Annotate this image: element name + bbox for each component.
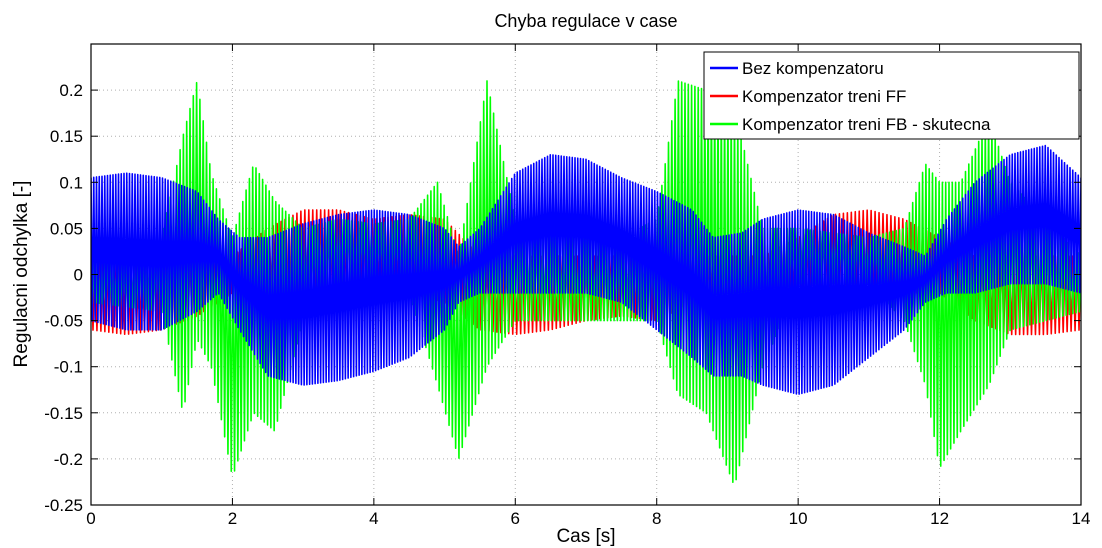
legend-box <box>703 51 1080 140</box>
chart-title: Chyba regulace v case <box>494 11 677 31</box>
y-tick-label: -0.25 <box>44 496 83 515</box>
legend-label-kompenzator-fb: Kompenzator treni FB - skutecna <box>742 115 991 134</box>
x-tick-label: 2 <box>228 509 237 528</box>
x-tick-label: 12 <box>930 509 949 528</box>
y-tick-label: -0.05 <box>44 312 83 331</box>
y-tick-label: -0.1 <box>54 358 83 377</box>
legend: Bez kompenzatoru Kompenzator treni FF Ko… <box>703 51 1080 140</box>
y-tick-label: -0.2 <box>54 450 83 469</box>
x-tick-label: 6 <box>511 509 520 528</box>
x-axis-label: Cas [s] <box>556 526 615 547</box>
y-tick-label: 0.15 <box>50 127 83 146</box>
y-tick-label: 0.1 <box>59 173 83 192</box>
legend-label-bez-kompenzatoru: Bez kompenzatoru <box>742 59 884 78</box>
x-tick-label: 10 <box>789 509 808 528</box>
y-axis-label: Regulacni odchylka [-] <box>11 181 32 368</box>
series-layer <box>91 80 1081 484</box>
x-tick-label: 14 <box>1072 509 1091 528</box>
legend-label-kompenzator-ff: Kompenzator treni FF <box>742 87 906 106</box>
ticks: 0 2 4 6 8 10 12 14 -0.25 -0.2 -0.15 -0.1 -0.05 0 0.05 0… <box>44 44 1090 528</box>
y-tick-label: 0 <box>74 266 83 285</box>
y-tick-label: 0.2 <box>59 81 83 100</box>
series-line-kompenzator-treni-fb-skutecna <box>91 80 1081 484</box>
y-tick-label: 0.05 <box>50 219 83 238</box>
x-tick-label: 8 <box>652 509 661 528</box>
x-tick-label: 4 <box>369 509 378 528</box>
y-tick-label: -0.15 <box>44 404 83 423</box>
x-tick-label: 0 <box>86 509 95 528</box>
series-line-bez-kompenzatoru <box>91 144 1081 395</box>
